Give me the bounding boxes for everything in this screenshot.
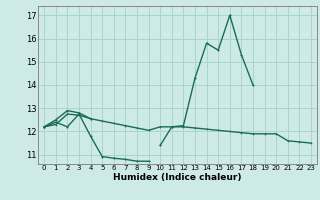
X-axis label: Humidex (Indice chaleur): Humidex (Indice chaleur) — [113, 173, 242, 182]
